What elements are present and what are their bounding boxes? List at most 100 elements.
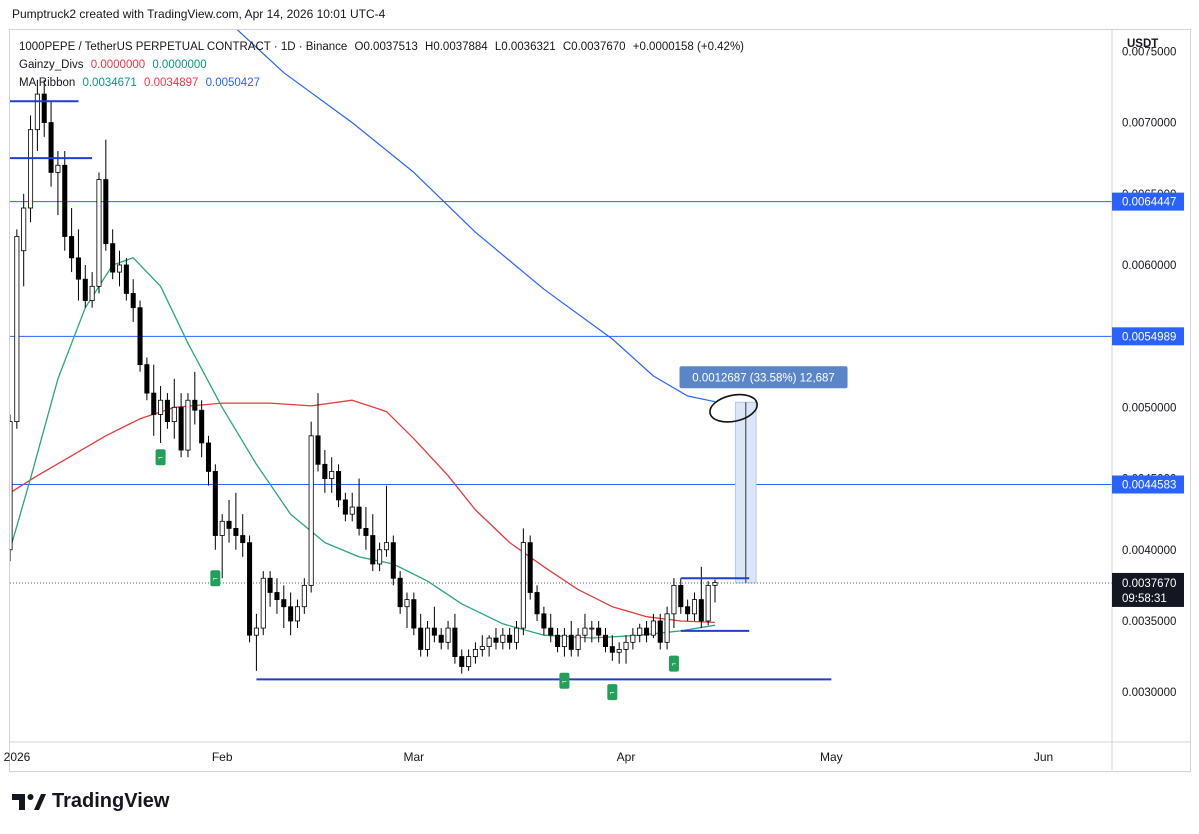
ohlc-high: H0.0037884 [425,41,488,53]
candle [171,378,177,439]
candle-body [561,634,567,647]
candle [205,435,212,486]
candle [418,613,424,657]
candle [678,578,684,614]
attribution-header: Pumptruck2 created with TradingView.com,… [12,7,386,21]
candle-body [678,584,684,608]
candle-body [486,637,492,647]
candle-body [274,592,280,600]
candle-body [28,129,34,209]
candle-body [363,528,369,536]
candle [34,79,40,152]
candle [260,571,266,636]
candle [520,528,526,636]
gainzy-row[interactable]: Gainzy_Divs 0.0000000 0.0000000 [19,56,744,74]
y-tick-label: 0.0030000 [1122,687,1176,699]
candle-body [534,592,540,615]
candle-body [548,627,554,636]
candle-body [329,471,335,479]
candle [62,151,68,251]
candle-body [10,421,13,551]
gainzy-value-2: 0.0000000 [152,59,207,71]
candle-body [650,620,656,636]
candle-body [69,236,75,259]
candle [582,613,588,643]
candle-body [390,542,396,579]
candle [370,514,376,572]
candle-body [260,577,266,629]
candle [493,628,499,650]
level-price-label: 0.0064447 [1122,197,1176,209]
candle [342,492,348,522]
y-tick-label: 0.0060000 [1122,260,1176,272]
candle [233,492,239,550]
candle-body [712,582,718,586]
candle [630,628,636,650]
candle-body [123,264,129,294]
candle [164,393,170,429]
candle [644,620,650,643]
candle [500,628,506,650]
candle [596,620,602,643]
candle-body [500,634,506,643]
candle [130,279,136,322]
candle [431,606,437,643]
candle-body [452,627,458,657]
candle-body [110,243,116,273]
candle [308,421,314,593]
candle-body [14,236,20,422]
candle [226,499,232,543]
candle [623,635,629,664]
ohlc-open: O0.0037513 [354,41,418,53]
gainzy-divergence-marker [607,684,618,701]
candle [548,613,554,643]
candle [438,628,444,650]
x-tick-label: Jun [1034,750,1053,764]
candle [274,578,280,614]
candle-body [418,627,424,650]
candle [609,635,615,661]
y-tick-label: 0.0070000 [1122,118,1176,130]
candle [541,606,547,636]
candle-body [336,471,342,501]
candle-body [185,399,191,451]
candle [568,620,574,657]
candle [671,578,677,629]
candle-body [103,179,109,245]
symbol-title[interactable]: 1000PEPE / TetherUS PERPETUAL CONTRACT ·… [19,41,348,53]
candle [151,364,157,436]
level-price-label: 0.0044583 [1122,479,1176,491]
ma-ribbon-row[interactable]: MA Ribbon 0.0034671 0.0034897 0.0050427 [19,74,744,92]
tradingview-logo: TradingView [12,790,169,813]
gainzy-marker-glyph: ⌐ [610,688,615,697]
candle-body [151,392,157,415]
candle-body [82,278,88,301]
candle [712,579,718,603]
level-price-tag [1112,327,1184,346]
candle-body [623,641,629,650]
candle-body [55,164,61,173]
candle [602,628,609,653]
ma-ribbon-value-3: 0.0050427 [205,77,260,89]
candle-body [411,599,417,629]
candle [75,229,81,301]
candle-body [664,613,670,643]
candle [21,193,27,287]
candle [377,542,383,572]
candle-body [459,656,465,667]
y-tick-label: 0.0040000 [1122,545,1176,557]
symbol-row: 1000PEPE / TetherUS PERPETUAL CONTRACT ·… [19,38,744,56]
candle-body [589,627,595,630]
ma-ribbon-value-1: 0.0034671 [82,77,137,89]
currency-label[interactable]: USDT [1127,38,1159,50]
annotation-ellipse [709,393,758,423]
candle [555,628,561,653]
candle [247,535,253,643]
candle [466,649,472,671]
candle-body [41,93,47,123]
candle-body [637,627,643,636]
candle-body [404,599,410,608]
candle-body [377,549,383,565]
candle-body [130,293,136,309]
